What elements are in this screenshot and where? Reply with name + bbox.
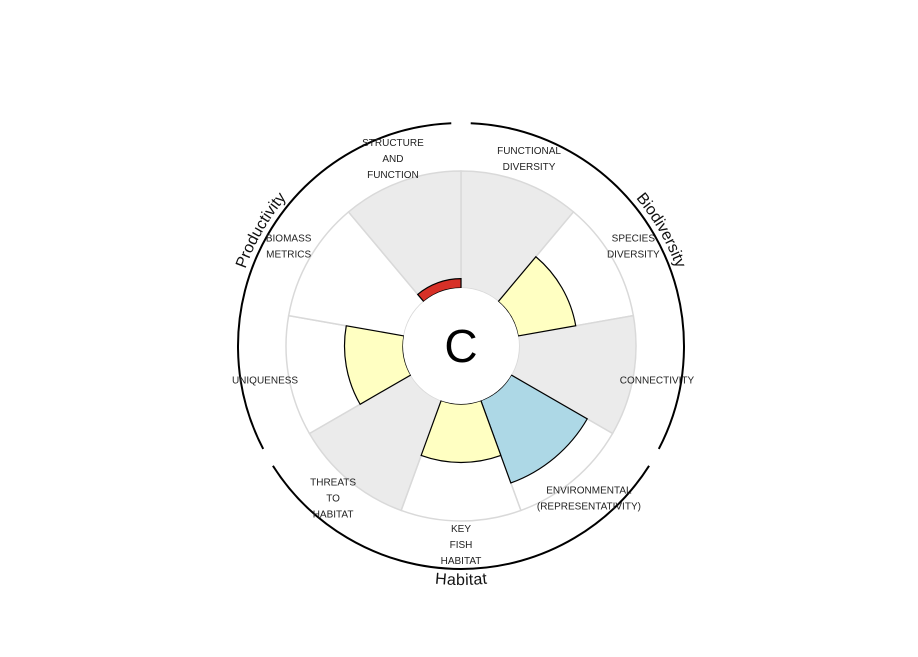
center-hole <box>403 288 519 404</box>
group-label: Habitat <box>434 571 488 589</box>
group-ring-arc <box>470 122 685 450</box>
grade-label: C <box>444 320 477 372</box>
segment-label: CONNECTIVITY <box>620 375 695 386</box>
outer-ring <box>237 122 685 570</box>
segment-label: THREATS TO HABITAT <box>310 477 356 520</box>
segment-label: BIOMASS METRICS <box>266 233 312 260</box>
segment-label: ENVIRONMENTAL (REPRESENTATIVITY) <box>537 485 641 512</box>
segment-label: SPECIES DIVERSITY <box>607 233 660 260</box>
segment-label: UNIQUENESS <box>232 375 298 386</box>
segment-labels: FUNCTIONAL DIVERSITY SPECIES DIVERSITY CONNE… <box>232 138 695 567</box>
segment-label: FUNCTIONAL DIVERSITY <box>497 146 561 173</box>
group-ring-arc <box>237 122 452 450</box>
segment-label: STRUCTURE AND FUNCTION <box>362 138 424 181</box>
segment-label: KEY FISH HABITAT <box>441 524 482 567</box>
group-ring-arc <box>272 465 650 570</box>
